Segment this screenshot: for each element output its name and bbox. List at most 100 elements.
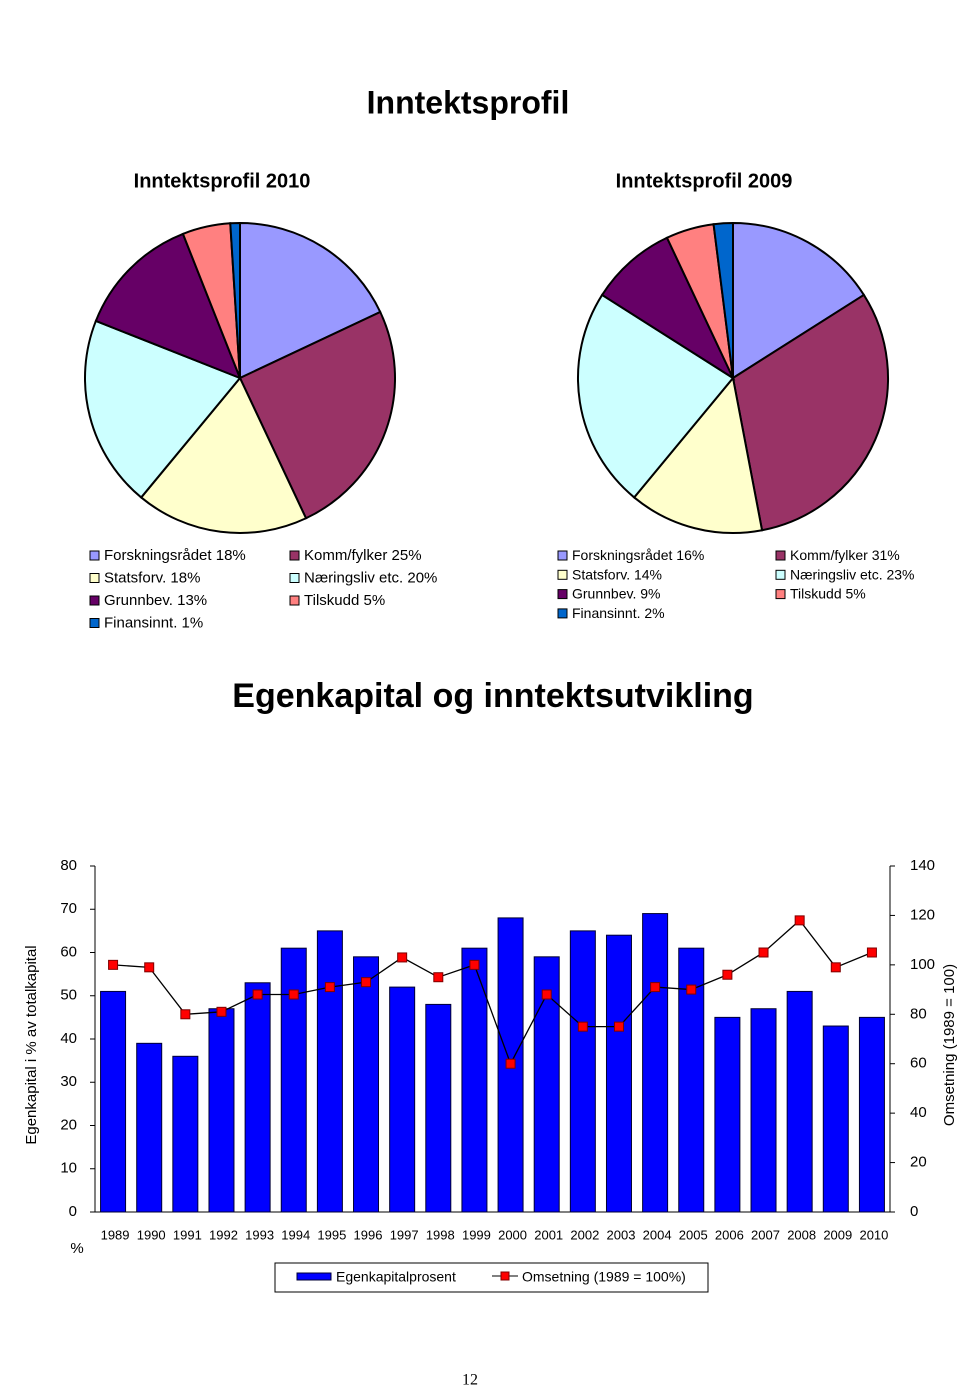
line-marker (794, 915, 805, 926)
line-marker (324, 982, 335, 993)
y-tick-label: 20 (60, 1116, 77, 1133)
legend-label: Næringsliv etc. 20% (304, 569, 437, 586)
legend-label: Grunnbev. 9% (572, 585, 660, 601)
legend-category: Tilskudd (304, 592, 359, 609)
x-tick-label: 2001 (534, 1227, 563, 1242)
x-tick-label: 1999 (462, 1227, 491, 1242)
x-tick-label: 1990 (137, 1227, 166, 1242)
bar (425, 1003, 452, 1213)
y2-axis-label: Omsetning (1989 = 100) (941, 964, 958, 1126)
line-marker (686, 984, 697, 995)
legend-swatch (296, 1272, 332, 1281)
bar (136, 1042, 163, 1213)
line-marker (650, 982, 661, 993)
x-tick-label: 1994 (281, 1227, 310, 1242)
y-tick-label: 50 (60, 987, 77, 1004)
legend-swatch (289, 550, 300, 561)
legend-value: 25% (392, 547, 422, 564)
y2-tick-label: 140 (910, 857, 935, 874)
legend-category: Næringsliv etc. (790, 566, 883, 582)
x-tick-label: 2010 (859, 1227, 888, 1242)
line-marker (722, 969, 733, 980)
legend-category: Komm/fylker (790, 547, 868, 563)
legend-label: Grunnbev. 13% (104, 592, 207, 609)
bar (100, 990, 127, 1213)
legend-swatch (775, 569, 786, 580)
legend-swatch (557, 569, 568, 580)
pie-slice (238, 310, 396, 520)
bar (750, 1008, 777, 1213)
y-tick-label: 40 (60, 1030, 77, 1047)
x-tick-label: 2006 (715, 1227, 744, 1242)
legend-label: Tilskudd 5% (304, 592, 385, 609)
legend-swatch (289, 573, 300, 583)
x-tick-label: 1997 (390, 1227, 419, 1242)
bar (822, 1025, 849, 1213)
bar (389, 986, 416, 1213)
legend-value: 16% (676, 547, 704, 563)
y2-tick-label: 80 (910, 1005, 927, 1022)
legend-label: Statsforv. 14% (572, 566, 662, 582)
y2-tick-label: 20 (910, 1154, 927, 1171)
legend-category: Grunnbev. (104, 592, 173, 609)
legend-swatch (89, 595, 100, 606)
x-tick-label: 1992 (209, 1227, 238, 1242)
line-marker (144, 962, 155, 973)
line-marker (469, 959, 480, 970)
line-marker (288, 989, 299, 1000)
x-tick-label: 2008 (787, 1227, 816, 1242)
legend-value: 13% (177, 592, 207, 609)
y2-tick-label: 100 (910, 956, 935, 973)
bar (461, 947, 488, 1213)
pie-slice (712, 221, 734, 379)
legend-label: Finansinnt. 2% (572, 605, 665, 621)
legend-swatch (289, 595, 300, 606)
bar (714, 1016, 741, 1213)
legend-category: Næringsliv etc. (304, 569, 403, 586)
y-axis-label: Egenkapital i % av totalkapital (23, 945, 40, 1144)
legend-category: Finansinnt. (104, 614, 177, 631)
x-tick-label: 2003 (607, 1227, 636, 1242)
legend-label: Forskningsrådet 18% (104, 547, 246, 564)
pie-slice (731, 293, 889, 532)
line-marker (866, 947, 877, 958)
legend-category: Statsforv. (104, 569, 166, 586)
legend-swatch (89, 618, 100, 628)
legend-category: Tilskudd (790, 585, 842, 601)
legend-category: Forskningsrådet (104, 547, 212, 564)
legend-category: Komm/fylker (304, 547, 387, 564)
bar (569, 930, 596, 1213)
legend-label: Komm/fylker 25% (304, 547, 422, 564)
x-tick-label: 1993 (245, 1227, 274, 1242)
line-marker (613, 1021, 624, 1032)
bar (353, 956, 380, 1213)
legend-swatch (89, 573, 100, 583)
legend-category: Statsforv. (572, 566, 630, 582)
line-marker (433, 972, 444, 983)
x-tick-label: 1995 (317, 1227, 346, 1242)
x-tick-label: 2007 (751, 1227, 780, 1242)
bar (280, 947, 307, 1213)
legend-value: 31% (872, 547, 900, 563)
y-tick-label: 30 (60, 1073, 77, 1090)
y-tick-label: 80 (60, 857, 77, 874)
y-unit-label: % (70, 1240, 83, 1257)
x-tick-label: 1989 (101, 1227, 130, 1242)
legend-swatch (775, 589, 786, 600)
legend-label: Forskningsrådet 16% (572, 547, 704, 563)
pie-slice (229, 221, 241, 379)
line-marker (180, 1009, 191, 1020)
x-tick-label: 1991 (173, 1227, 202, 1242)
bar (858, 1016, 885, 1213)
legend-value: 5% (846, 585, 866, 601)
x-tick-label: 2009 (823, 1227, 852, 1242)
x-tick-label: 2002 (570, 1227, 599, 1242)
legend-value: 23% (886, 566, 914, 582)
legend-category: Forskningsrådet (572, 547, 672, 563)
bar (316, 930, 343, 1213)
page-title: Inntektsprofil (367, 84, 570, 120)
legend-swatch (557, 550, 568, 561)
y-tick-label: 10 (60, 1160, 77, 1177)
chart-title: Egenkapital og inntektsutvikling (232, 677, 753, 715)
bar (642, 913, 669, 1213)
